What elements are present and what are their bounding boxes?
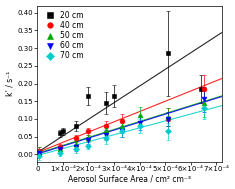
X-axis label: Aerosol Surface Area / cm² cm⁻³: Aerosol Surface Area / cm² cm⁻³ (68, 174, 191, 184)
Legend: 20 cm, 40 cm, 50 cm, 60 cm, 70 cm: 20 cm, 40 cm, 50 cm, 60 cm, 70 cm (41, 9, 85, 62)
Y-axis label: k’ / s⁻¹: k’ / s⁻¹ (6, 71, 15, 96)
